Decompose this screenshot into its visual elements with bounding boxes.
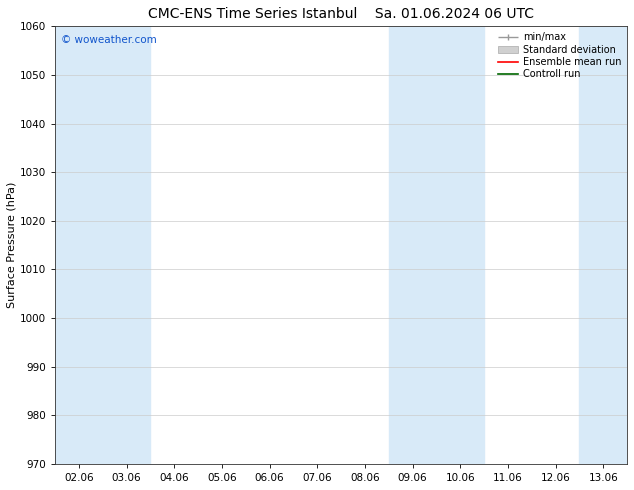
- Bar: [579, 26, 634, 464]
- Text: © woweather.com: © woweather.com: [61, 35, 157, 45]
- Title: CMC-ENS Time Series Istanbul    Sa. 01.06.2024 06 UTC: CMC-ENS Time Series Istanbul Sa. 01.06.2…: [148, 7, 534, 21]
- Bar: [55, 26, 150, 464]
- Bar: [389, 26, 484, 464]
- Legend: min/max, Standard deviation, Ensemble mean run, Controll run: min/max, Standard deviation, Ensemble me…: [495, 28, 625, 83]
- Y-axis label: Surface Pressure (hPa): Surface Pressure (hPa): [7, 182, 17, 308]
